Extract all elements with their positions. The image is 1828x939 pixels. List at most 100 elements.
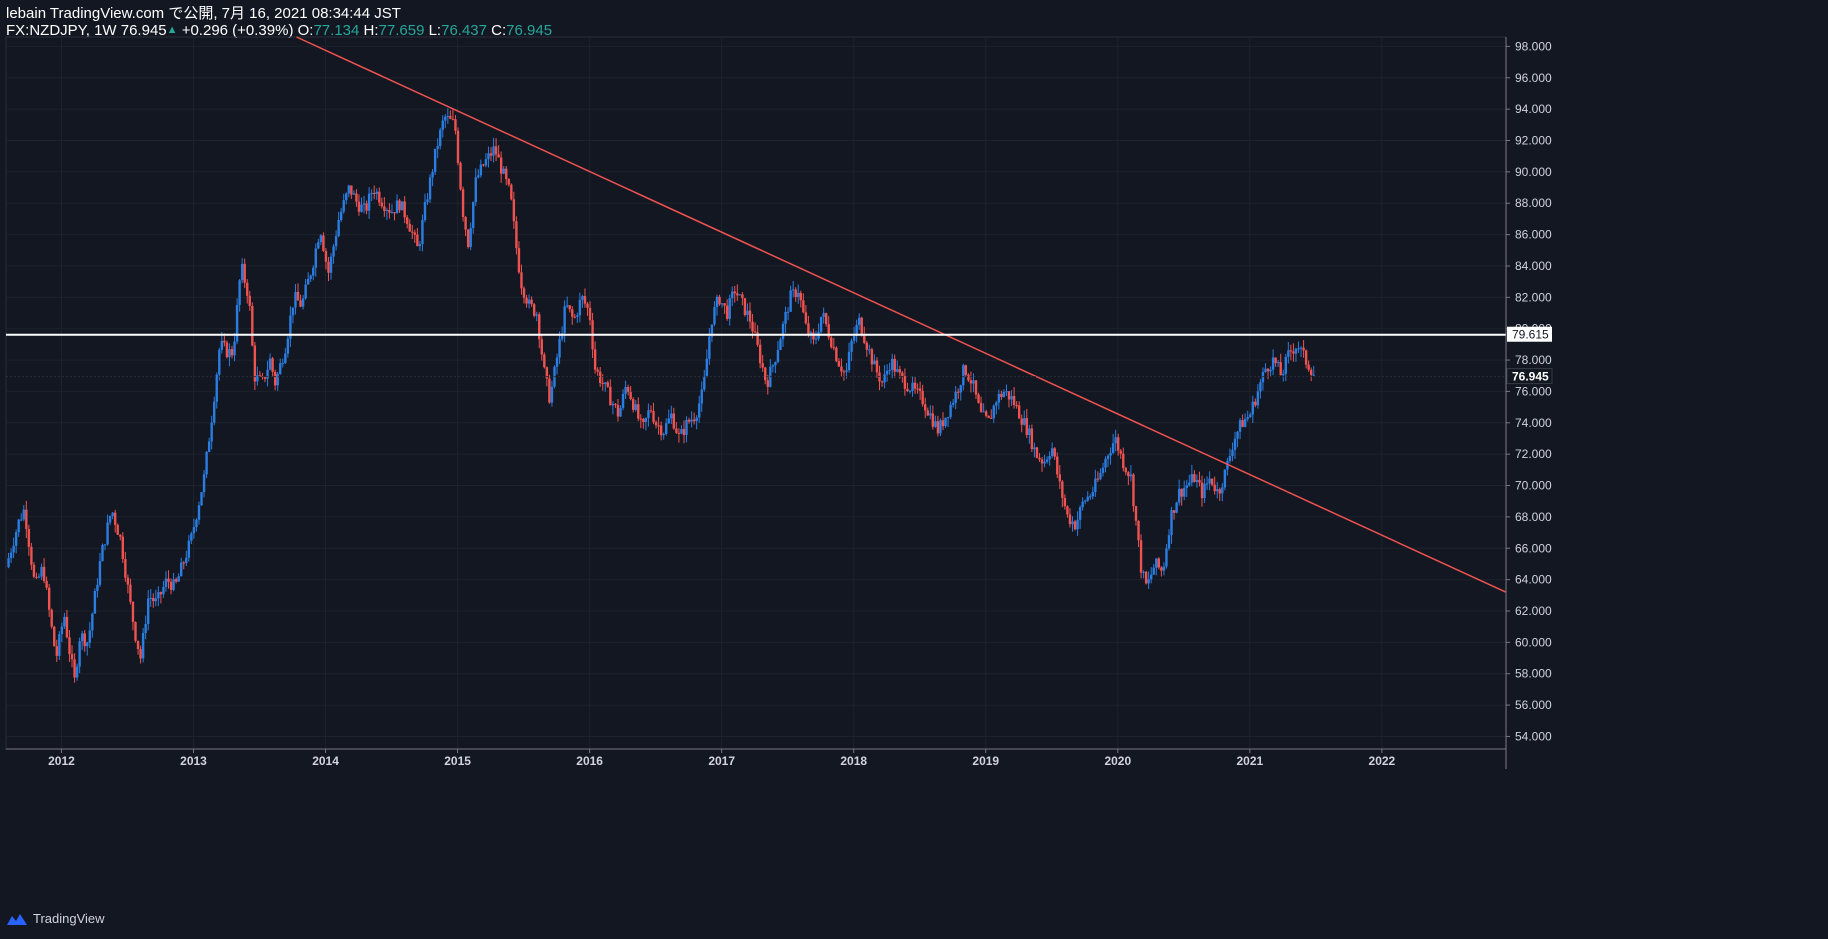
y-tick-label: 96.000 bbox=[1515, 71, 1552, 85]
candle-body bbox=[238, 280, 241, 306]
candle-body bbox=[1139, 540, 1143, 573]
candle-body bbox=[174, 579, 178, 582]
candle-body bbox=[187, 540, 191, 558]
candle-body bbox=[619, 407, 622, 417]
candle-body bbox=[548, 378, 551, 403]
candle-body bbox=[1177, 488, 1181, 503]
candle-body bbox=[499, 157, 503, 174]
candle-body bbox=[75, 666, 79, 678]
candle-body bbox=[1294, 348, 1298, 354]
candle-body bbox=[855, 324, 858, 336]
y-tick-label: 90.000 bbox=[1515, 165, 1552, 179]
candle-body bbox=[1002, 391, 1006, 397]
candle-body bbox=[543, 354, 546, 368]
candle-body bbox=[136, 640, 140, 650]
candle-body bbox=[98, 561, 102, 585]
candle-body bbox=[1287, 350, 1290, 357]
candle-body bbox=[911, 382, 914, 391]
candle-body bbox=[789, 290, 792, 312]
candle-body bbox=[418, 244, 422, 247]
candle-body bbox=[1129, 474, 1133, 477]
candle-body bbox=[984, 411, 988, 416]
candle-body bbox=[362, 203, 366, 205]
candle-body bbox=[1114, 437, 1117, 444]
candle-body bbox=[835, 347, 838, 362]
candle-body bbox=[781, 323, 785, 340]
candle-body bbox=[1030, 428, 1034, 450]
x-tick-label: 2013 bbox=[180, 754, 207, 768]
candle-body bbox=[1188, 482, 1191, 486]
candle-body bbox=[301, 298, 305, 307]
candle-body bbox=[830, 337, 833, 348]
candle-body bbox=[444, 116, 447, 121]
candle-body bbox=[680, 429, 683, 434]
candle-body bbox=[934, 421, 937, 427]
candle-body bbox=[248, 295, 251, 306]
candle-body bbox=[827, 324, 830, 338]
candle-body bbox=[1249, 414, 1252, 418]
candle-body bbox=[743, 298, 747, 315]
close-value: 76.945 bbox=[506, 22, 553, 39]
candle-body bbox=[797, 292, 800, 298]
candle-body bbox=[997, 393, 1001, 403]
candle-body bbox=[593, 349, 597, 370]
candle-body bbox=[614, 403, 617, 405]
candle-body bbox=[25, 509, 28, 529]
candle-body bbox=[812, 332, 815, 340]
candle-body bbox=[1144, 571, 1148, 584]
candle-body bbox=[1050, 448, 1054, 456]
candle-body bbox=[497, 154, 500, 158]
candle-body bbox=[408, 223, 411, 232]
candle-body bbox=[1198, 479, 1201, 483]
candle-body bbox=[1282, 373, 1285, 376]
candle-body bbox=[431, 171, 434, 178]
candle-body bbox=[63, 616, 66, 627]
candle-body bbox=[819, 316, 823, 332]
candle-body bbox=[111, 512, 114, 516]
candle-body bbox=[758, 344, 762, 364]
candle-body bbox=[1218, 489, 1221, 494]
y-tick-label: 60.000 bbox=[1515, 635, 1552, 649]
y-tick-label: 56.000 bbox=[1515, 698, 1552, 712]
candle-body bbox=[1254, 401, 1257, 406]
candle-body bbox=[1216, 489, 1219, 492]
y-tick-label: 94.000 bbox=[1515, 102, 1552, 116]
candle-body bbox=[423, 202, 427, 221]
candle-body bbox=[540, 339, 543, 355]
candle-body bbox=[659, 425, 663, 436]
candle-body bbox=[1076, 519, 1079, 530]
candle-body bbox=[1152, 567, 1155, 575]
candle-body bbox=[327, 261, 330, 273]
last-price-label: 76.945 bbox=[1512, 370, 1549, 384]
candle-body bbox=[416, 234, 419, 247]
candle-body bbox=[1043, 461, 1046, 464]
candle-body bbox=[824, 313, 828, 325]
candle-body bbox=[936, 421, 940, 434]
candle-body bbox=[101, 545, 104, 562]
candle-body bbox=[672, 413, 676, 429]
candle-body bbox=[1251, 401, 1254, 415]
candle-body bbox=[576, 315, 579, 317]
candle-body bbox=[1223, 469, 1227, 488]
candle-body bbox=[461, 189, 465, 217]
candle-body bbox=[355, 193, 358, 202]
candle-body bbox=[1010, 396, 1013, 400]
candle-body bbox=[403, 201, 406, 218]
candle-body bbox=[632, 399, 635, 410]
candle-body bbox=[484, 159, 488, 166]
candle-body bbox=[223, 340, 226, 343]
candle-body bbox=[47, 587, 51, 610]
candle-body bbox=[73, 659, 76, 678]
candle-body bbox=[621, 393, 625, 408]
candle-body bbox=[1083, 500, 1087, 502]
candle-body bbox=[791, 289, 795, 291]
candle-body bbox=[40, 566, 43, 577]
candle-body bbox=[464, 216, 467, 230]
candle-body bbox=[220, 340, 224, 350]
candle-body bbox=[581, 296, 584, 300]
x-tick-label: 2019 bbox=[972, 754, 999, 768]
candle-body bbox=[662, 433, 665, 436]
candle-body bbox=[761, 363, 764, 368]
candle-body bbox=[385, 210, 389, 212]
